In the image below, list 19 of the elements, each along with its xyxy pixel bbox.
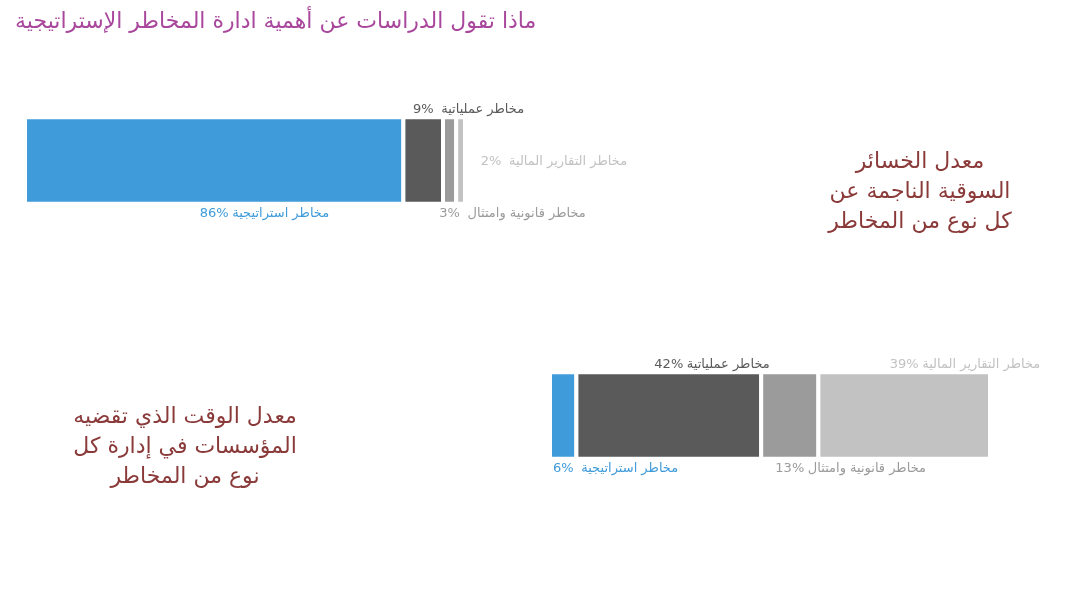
data-label: 9% [412,100,434,116]
data-label: 13% [775,459,805,475]
series-label: مخاطر استراتيجية [581,459,679,476]
text: معدل الخسائر السوقية الناجمة عن كل نوع من المخاطر [827,147,1013,233]
data-label: 6% [552,459,574,475]
series-label: مخاطر عملياتية [441,100,525,117]
text: معدل الوقت الذي تقضيه المؤسسات في إدارة كل نوع من المخاطر [73,402,297,488]
series-label: مخاطر قانونية وامتثال [807,459,927,476]
data-label: 42% [654,355,684,371]
series-label: مخاطر استراتيجية [232,204,330,221]
chart-title: ماذا تقول الدراسات عن أهمية ادارة المخاطر الإستراتيجية [15,6,537,33]
data-label: 2% [480,152,502,168]
series-label: مخاطر عملياتية [686,355,770,372]
data-label: 3% [439,204,460,220]
series-label: مخاطر التقارير المالية [922,355,1041,372]
text: مخاطر التقارير المالية [509,152,628,169]
series-label: مخاطر قانونية وامتثال [467,204,586,221]
data-label: 86% [199,204,229,220]
data-label: 39% [889,355,919,371]
